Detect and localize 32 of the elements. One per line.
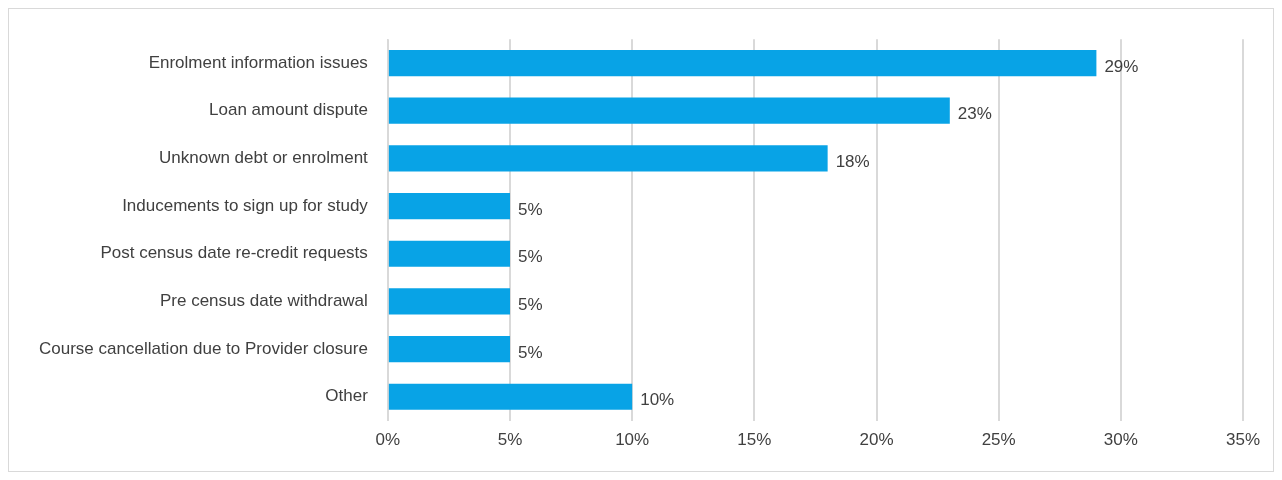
y-tick-label: Unknown debt or enrolment	[159, 148, 369, 168]
data-label: 5%	[518, 199, 543, 219]
bar	[388, 240, 511, 267]
data-label: 5%	[518, 295, 543, 315]
y-tick-label: Enrolment information issues	[148, 52, 368, 72]
x-tick-label: 0%	[375, 430, 401, 450]
x-tick-label: 35%	[1225, 430, 1261, 450]
data-label: 23%	[957, 104, 992, 124]
bar	[388, 145, 828, 172]
y-tick-label: Pre census date withdrawal	[159, 291, 368, 311]
y-tick-label: Other	[325, 386, 369, 406]
data-label: 5%	[518, 247, 543, 267]
x-tick-label: 25%	[981, 430, 1016, 450]
bar	[388, 97, 950, 124]
y-tick-label: Course cancellation due to Provider closure	[39, 338, 368, 358]
bar	[388, 383, 633, 410]
x-tick-label: 15%	[737, 430, 772, 450]
y-tick-label: Post census date re-credit requests	[100, 243, 368, 263]
bar	[388, 288, 511, 315]
x-tick-label: 30%	[1103, 430, 1138, 450]
bar	[388, 49, 1097, 77]
bar	[388, 335, 511, 363]
data-label: 29%	[1104, 56, 1139, 76]
y-tick-label: Inducements to sign up for study	[122, 195, 369, 215]
x-tick-label: 5%	[497, 430, 523, 450]
y-tick-label: Loan amount dispute	[209, 100, 368, 120]
bar	[388, 192, 511, 220]
x-tick-label: 20%	[859, 430, 894, 450]
data-label: 18%	[835, 152, 870, 172]
x-tick-label: 10%	[615, 430, 650, 450]
data-label: 10%	[640, 390, 675, 410]
data-label: 5%	[518, 342, 543, 362]
